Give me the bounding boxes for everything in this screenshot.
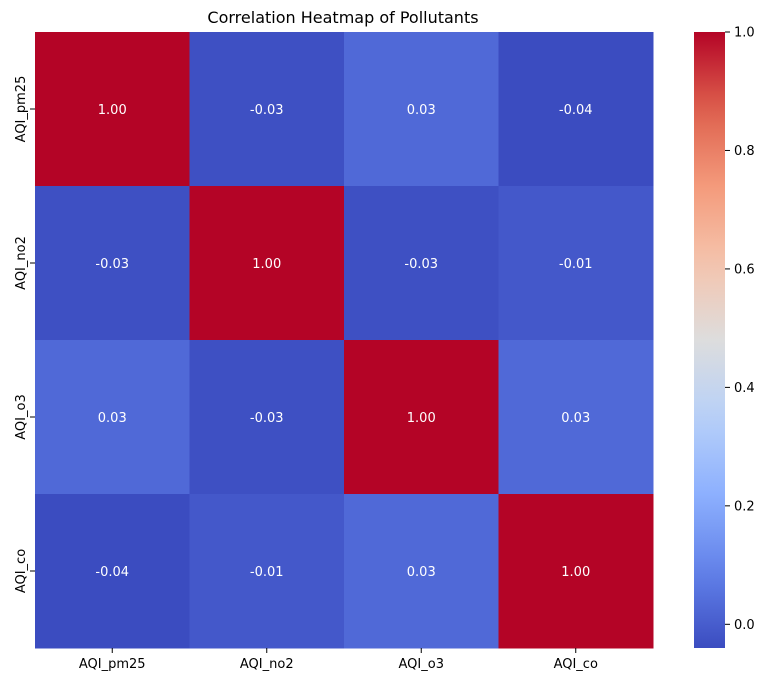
colorbar: 0.0 0.2 0.4 0.6 0.8 1.0 [694,26,755,648]
cell-annotation: -0.04 [95,565,129,580]
cell-annotation: -0.04 [559,103,593,118]
heatmap-cell [344,494,499,649]
y-tick-label: AQI_pm25 [14,76,29,143]
heatmap-cell [35,340,190,495]
heatmap-cell [344,32,499,187]
heatmap-cell [35,186,190,341]
cell-annotation: 0.03 [407,103,436,118]
cell-annotation: -0.03 [250,103,284,118]
colorbar-tick-label: 1.0 [734,26,755,41]
cell-annotation: 1.00 [407,411,436,426]
heatmap-cell [189,340,345,495]
cell-annotation: -0.01 [559,257,593,272]
cell-annotation: -0.03 [95,257,129,272]
x-tick-label: AQI_o3 [399,657,444,672]
heatmap-cells [35,32,654,649]
cell-annotation: -0.01 [250,565,284,580]
colorbar-tick-label: 0.0 [734,618,755,633]
heatmap-cell [35,494,190,649]
colorbar-gradient [694,32,725,648]
cell-annotation: 0.03 [98,411,127,426]
chart-title: Correlation Heatmap of Pollutants [207,8,478,27]
cell-annotation: 1.00 [252,257,281,272]
colorbar-tick-label: 0.8 [734,144,755,159]
x-tick-label: AQI_co [554,657,598,672]
heatmap-cell [498,494,654,649]
heatmap-cell [498,186,654,341]
heatmap-cell [344,340,499,495]
cell-annotation: 0.03 [561,411,590,426]
y-tick-label: AQI_o3 [14,394,29,439]
y-tick-label: AQI_co [14,549,29,593]
colorbar-tick-label: 0.6 [734,262,755,277]
colorbar-tick-label: 0.2 [734,499,755,514]
y-axis: AQI_pm25 AQI_no2 AQI_o3 AQI_co [14,76,35,593]
cell-annotations: 1.00 -0.03 0.03 -0.04 -0.03 1.00 -0.03 -0.01 0.0… [95,103,592,580]
heatmap-cell [189,32,345,187]
cell-annotation: -0.03 [250,411,284,426]
y-tick-label: AQI_no2 [14,236,29,290]
heatmap-cell [189,186,345,341]
colorbar-tick-label: 0.4 [734,381,755,396]
x-tick-label: AQI_no2 [240,657,294,672]
heatmap-cell [35,32,190,187]
x-axis: AQI_pm25 AQI_no2 AQI_o3 AQI_co [79,648,598,672]
cell-annotation: 0.03 [407,565,436,580]
heatmap-cell [498,340,654,495]
cell-annotation: 1.00 [561,565,590,580]
heatmap-cell [344,186,499,341]
heatmap-cell [498,32,654,187]
cell-annotation: 1.00 [98,103,127,118]
cell-annotation: -0.03 [404,257,438,272]
x-tick-label: AQI_pm25 [79,657,146,672]
heatmap-cell [189,494,345,649]
